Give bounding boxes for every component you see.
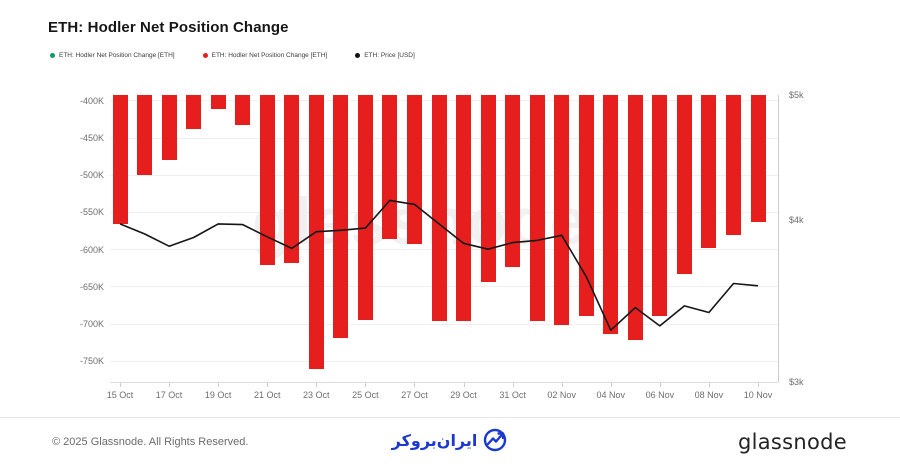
hodler-net-position-bar[interactable]: [112, 95, 128, 224]
hodler-net-position-bar[interactable]: [333, 95, 349, 339]
left-axis-tick-label: -550K: [79, 207, 104, 218]
x-axis-line: [110, 382, 778, 383]
x-axis-tick-label: 19 Oct: [204, 390, 232, 400]
x-axis-tick: [708, 383, 710, 387]
x-axis-tick-label: 04 Nov: [596, 390, 626, 400]
hodler-net-position-bar[interactable]: [431, 95, 447, 322]
x-axis-tick-label: 17 Oct: [155, 390, 183, 400]
x-axis-tick: [169, 383, 171, 387]
x-axis-tick: [463, 383, 465, 387]
legend-item-price[interactable]: ETH: Price [USD]: [355, 52, 415, 59]
hodler-net-position-bar[interactable]: [456, 95, 472, 322]
left-axis-tick-label: -450K: [79, 133, 104, 144]
x-axis-tick: [267, 383, 269, 387]
x-axis-tick: [414, 383, 416, 387]
x-axis-tick-label: 06 Nov: [645, 390, 675, 400]
left-axis-tick-label: -700K: [79, 319, 104, 329]
left-axis-tick-label: -650K: [79, 281, 104, 292]
hodler-net-position-bar[interactable]: [186, 95, 202, 130]
left-axis-gridline: [110, 360, 778, 362]
x-axis-tick: [218, 383, 220, 387]
hodler-net-position-bar[interactable]: [701, 95, 717, 249]
hodler-net-position-bar[interactable]: [357, 95, 373, 321]
x-axis-tick-label: 27 Oct: [401, 390, 428, 400]
copyright-text: © 2025 Glassnode. All Rights Reserved.: [52, 436, 249, 448]
price-axis-tick-label: $5k: [789, 90, 804, 100]
hodler-net-position-bar[interactable]: [529, 95, 545, 322]
x-axis-tick-label: 25 Oct: [352, 390, 379, 400]
x-axis-tick-label: 23 Oct: [303, 390, 330, 400]
trend-circle-icon: [484, 428, 507, 452]
x-axis-tick-label: 10 Nov: [743, 390, 773, 400]
hodler-net-position-bar[interactable]: [505, 95, 521, 268]
hodler-net-position-bar[interactable]: [652, 95, 668, 316]
legend-label: ETH: Hodler Net Position Change [ETH]: [59, 52, 175, 59]
x-axis-tick: [758, 383, 759, 387]
hodler-net-position-bar[interactable]: [603, 95, 619, 335]
x-axis-tick: [610, 383, 612, 387]
hodler-net-position-bar[interactable]: [284, 95, 300, 264]
hodler-net-position-bar[interactable]: [161, 95, 177, 161]
hodler-net-position-bar[interactable]: [750, 95, 766, 223]
x-axis-tick-label: 29 Oct: [450, 390, 477, 400]
x-axis-tick: [316, 383, 318, 387]
legend-item-hodler-red[interactable]: ETH: Hodler Net Position Change [ETH]: [202, 52, 328, 59]
hodler-net-position-bar[interactable]: [259, 95, 275, 265]
hodler-net-position-bar[interactable]: [554, 95, 570, 325]
hodler-net-position-bar[interactable]: [578, 95, 594, 316]
x-axis-tick-label: 08 Nov: [694, 390, 724, 400]
black-dot-icon: [355, 53, 361, 58]
hodler-net-position-bar[interactable]: [725, 95, 741, 235]
x-axis-tick: [659, 383, 661, 387]
hodler-net-position-bar[interactable]: [235, 95, 251, 125]
chart-plot-area[interactable]: glassnode -400K-450K-500K-550K-600K-650K…: [0, 0, 900, 420]
green-dot-icon: [50, 53, 55, 58]
hodler-net-position-bar[interactable]: [382, 95, 398, 239]
price-axis-tick-label: $3k: [789, 377, 804, 387]
hodler-net-position-bar[interactable]: [480, 95, 496, 282]
hodler-net-position-bar[interactable]: [676, 95, 692, 275]
footer: © 2025 Glassnode. All Rights Reserved. ا…: [0, 417, 900, 471]
hodler-net-position-bar[interactable]: [627, 95, 643, 340]
legend: ETH: Hodler Net Position Change [ETH] ET…: [50, 52, 415, 59]
x-axis-tick: [120, 383, 121, 387]
left-axis-tick-label: -600K: [79, 244, 104, 255]
left-axis-tick-label: -750K: [79, 356, 104, 367]
right-axis-line: [778, 95, 779, 382]
x-axis-tick-label: 02 Nov: [547, 390, 576, 400]
x-axis-tick-label: 31 Oct: [499, 390, 526, 400]
x-axis-tick: [512, 383, 514, 387]
x-axis-tick: [365, 383, 367, 387]
price-axis-tick-label: $4k: [789, 215, 804, 226]
page-title: ETH: Hodler Net Position Change: [48, 19, 289, 36]
iranbroker-logo[interactable]: ایران‌بروکر: [380, 427, 520, 453]
glassnode-wordmark[interactable]: glassnode: [737, 430, 847, 454]
iranbroker-logo-text: ایران‌بروکر: [391, 430, 478, 450]
hodler-net-position-bar[interactable]: [137, 95, 153, 176]
red-dot-icon: [202, 53, 208, 58]
legend-item-hodler-green[interactable]: ETH: Hodler Net Position Change [ETH]: [50, 52, 175, 59]
x-axis-tick: [561, 383, 563, 387]
left-axis-tick-label: -500K: [79, 170, 104, 181]
price-line: [119, 199, 759, 331]
left-axis-tick-label: -400K: [79, 95, 104, 106]
legend-label: ETH: Hodler Net Position Change [ETH]: [211, 52, 328, 59]
legend-label: ETH: Price [USD]: [364, 52, 415, 59]
left-axis-gridline: [110, 323, 778, 325]
x-axis-tick-label: 15 Oct: [106, 390, 134, 400]
hodler-net-position-bar[interactable]: [210, 95, 226, 110]
x-axis-tick-label: 21 Oct: [253, 390, 281, 400]
